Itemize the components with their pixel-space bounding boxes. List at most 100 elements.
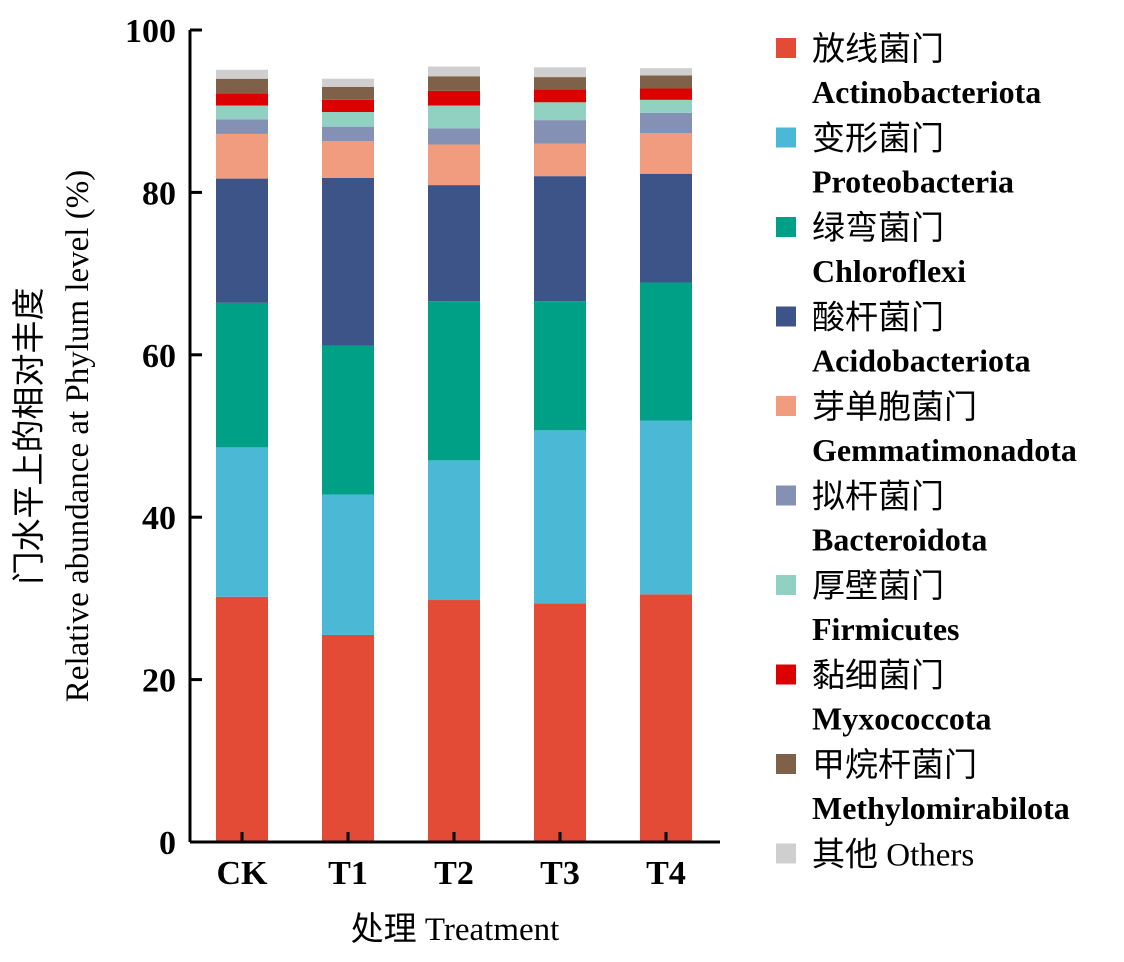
y-tick-label: 80 xyxy=(142,175,176,212)
bar-stack-t4 xyxy=(640,68,692,842)
bar-segment xyxy=(216,178,268,303)
bar-segment xyxy=(640,173,692,283)
legend-item: 绿弯菌门 Chloroflexi xyxy=(776,210,966,289)
bar-segment xyxy=(640,112,692,134)
bar-segment xyxy=(216,105,268,120)
legend-label-en: Chloroflexi xyxy=(812,253,966,289)
bar-segment xyxy=(640,594,692,842)
legend-label-en: Acidobacteriota xyxy=(812,343,1031,379)
bar-segment xyxy=(322,78,374,87)
bar-segment xyxy=(534,120,586,144)
legend-swatch xyxy=(776,127,796,148)
legend-item: 其他 Others xyxy=(776,837,974,874)
y-axis-title-en: Relative abundance at Phylum level (%) xyxy=(60,170,96,702)
bar-segment xyxy=(640,133,692,174)
bar-segment xyxy=(322,634,374,842)
legend-swatch xyxy=(776,306,796,327)
bar-segment xyxy=(534,89,586,103)
bar-segment xyxy=(640,420,692,595)
bar-segment xyxy=(216,302,268,448)
x-tick-label: T3 xyxy=(540,855,580,892)
bar-segment xyxy=(216,596,268,842)
bar-segment xyxy=(428,66,480,77)
legend-item: 甲烷杆菌门 Methylomirabilota xyxy=(776,747,1070,826)
legend-label-cn: 酸杆菌门 xyxy=(812,300,944,337)
legend-item: 变形菌门 Proteobacteria xyxy=(776,121,1014,200)
legend-label-cn: 芽单胞菌门 xyxy=(812,389,977,426)
bar-segment xyxy=(534,176,586,302)
legend-label-cn: 绿弯菌门 xyxy=(812,210,944,247)
bar-segment xyxy=(428,185,480,302)
y-tick-label: 60 xyxy=(142,338,176,375)
bar-segment xyxy=(640,282,692,421)
legend-item: 芽单胞菌门 Gemmatimonadota xyxy=(776,389,1077,468)
bar-segment xyxy=(534,67,586,78)
legend-swatch xyxy=(776,38,796,58)
legend-label-cn: 其他 Others xyxy=(812,837,974,874)
legend-label-cn: 变形菌门 xyxy=(812,121,944,158)
bar-segment xyxy=(322,86,374,100)
bar-segment xyxy=(322,345,374,495)
bar-segment xyxy=(322,177,374,346)
bar-segment xyxy=(322,141,374,178)
legend-item: 拟杆菌门 Bacteroidota xyxy=(776,479,987,558)
y-ticks: 0 20 40 60 80 100 xyxy=(125,13,202,862)
y-tick-label: 100 xyxy=(125,13,176,50)
bar-segment xyxy=(428,105,480,129)
y-axis-title-cn: 门水平上的相对丰度 xyxy=(11,288,48,585)
bar-segment xyxy=(216,78,268,94)
bar-segment xyxy=(322,112,374,127)
bar-segment xyxy=(534,430,586,604)
legend-label-cn: 拟杆菌门 xyxy=(812,479,944,516)
bar-segment xyxy=(534,143,586,177)
legend-label-en: Actinobacteriota xyxy=(812,74,1041,110)
legend-swatch xyxy=(776,843,796,864)
legend-label-en: Methylomirabilota xyxy=(812,790,1070,826)
bar-stack-ck xyxy=(216,69,268,842)
bar-segment xyxy=(640,99,692,113)
bar-segment xyxy=(428,301,480,461)
y-axis-title: 门水平上的相对丰度 Relative abundance at Phylum l… xyxy=(11,170,96,702)
legend-label-cn: 甲烷杆菌门 xyxy=(812,747,977,784)
bars-layer xyxy=(216,66,692,842)
legend-swatch xyxy=(776,396,796,416)
x-tick-label: T4 xyxy=(646,855,686,892)
bar-segment xyxy=(640,68,692,76)
legend-label-en: Firmicutes xyxy=(812,611,960,647)
legend-label-cn: 厚壁菌门 xyxy=(812,568,944,605)
legend-item: 放线菌门 Actinobacteriota xyxy=(776,31,1041,110)
y-tick-label: 40 xyxy=(142,500,176,537)
legend-label-en: Myxococcota xyxy=(812,701,991,737)
bar-segment xyxy=(428,90,480,106)
bar-stack-t2 xyxy=(428,66,480,842)
y-tick-label: 20 xyxy=(142,663,176,700)
bar-segment xyxy=(322,126,374,142)
bar-segment xyxy=(428,128,480,145)
legend-swatch xyxy=(776,485,796,506)
bar-segment xyxy=(534,301,586,431)
bar-segment xyxy=(216,69,268,79)
bar-stack-t1 xyxy=(322,78,374,842)
bar-segment xyxy=(216,119,268,134)
x-axis-title: 处理 Treatment xyxy=(351,911,560,948)
legend-label-en: Gemmatimonadota xyxy=(812,432,1077,468)
bar-segment xyxy=(640,75,692,89)
bar-stack-t3 xyxy=(534,67,586,842)
bar-segment xyxy=(216,133,268,179)
x-tick-label: T1 xyxy=(328,855,368,892)
bar-segment xyxy=(534,77,586,90)
legend-swatch xyxy=(776,217,796,237)
x-ticks: CK T1 T2 T3 T4 xyxy=(217,832,686,892)
legend: 放线菌门 Actinobacteriota 变形菌门 Proteobacteria 绿弯… xyxy=(776,31,1077,874)
bar-segment xyxy=(534,102,586,121)
x-tick-label: T2 xyxy=(434,855,474,892)
bar-segment xyxy=(428,600,480,842)
legend-label-en: Proteobacteria xyxy=(812,164,1014,200)
bar-segment xyxy=(216,447,268,597)
legend-swatch xyxy=(776,664,796,685)
y-tick-label: 0 xyxy=(159,825,176,862)
legend-label-cn: 黏细菌门 xyxy=(812,658,944,695)
x-tick-label: CK xyxy=(217,855,269,892)
bar-segment xyxy=(322,494,374,635)
